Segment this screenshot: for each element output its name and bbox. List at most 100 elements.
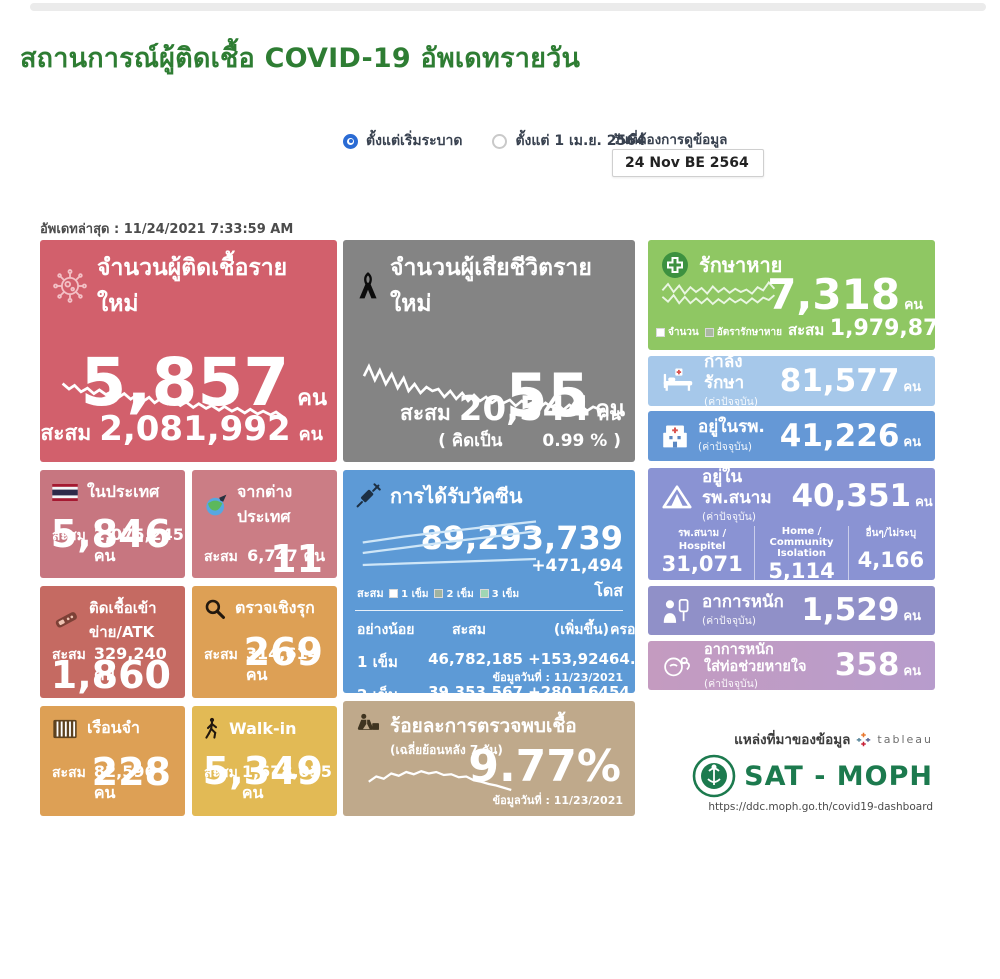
card-proactive-title: ตรวจเชิงรุก bbox=[235, 598, 315, 617]
proactive-value: 269 bbox=[243, 630, 323, 674]
field-sub-home-isolation: Home / Community Isolation 5,114 bbox=[768, 526, 835, 580]
field-sub-other: อื่นๆ/ไม่ระบุ 4,166 bbox=[857, 528, 925, 572]
card-prison: เรือนจำ 228 สะสม 82,596 คน bbox=[40, 706, 185, 816]
recovered-cum-value: 1,979,871 bbox=[829, 316, 935, 341]
proactive-cum-label: สะสม bbox=[204, 647, 238, 663]
domestic-cum-label: สะสม bbox=[52, 528, 86, 544]
positive-rate-sparkline bbox=[368, 770, 512, 792]
legend-dose3-swatch bbox=[479, 589, 489, 598]
severe-value: 1,529 bbox=[801, 592, 900, 628]
card-domestic-title: ในประเทศ bbox=[87, 482, 160, 501]
death-rate-value: 0.99 % ) bbox=[542, 431, 621, 451]
recovered-unit: คน bbox=[904, 297, 923, 313]
radio-since-start[interactable] bbox=[343, 133, 358, 149]
vaccine-asof: ข้อมูลวันที่ : 11/23/2021 bbox=[492, 671, 623, 684]
ventilator-unit: คน bbox=[903, 664, 921, 679]
radio-since-start-label[interactable]: ตั้งแต่เริ่มระบาด bbox=[366, 133, 463, 149]
new-deaths-cum-label: สะสม bbox=[400, 401, 451, 425]
card-severe-subtitle: (ค่าปัจจุบัน) bbox=[702, 615, 756, 628]
walkin-cum-value: 1,678,035 คน bbox=[241, 762, 332, 802]
field-sub-divider-1 bbox=[754, 526, 756, 580]
tableau-wordmark: tableau bbox=[877, 732, 933, 746]
new-cases-unit: คน bbox=[297, 386, 327, 411]
in-hospital-unit: คน bbox=[903, 434, 921, 450]
top-divider-bar bbox=[30, 3, 986, 11]
last-updated-text: อัพเดทล่าสุด : 11/24/2021 7:33:59 AM bbox=[40, 222, 294, 237]
hospital-building-icon bbox=[662, 423, 688, 449]
walkin-value: 5,349 bbox=[202, 749, 323, 793]
vax-row2-delta: +280,164 bbox=[528, 683, 609, 693]
abroad-cum-label: สะสม bbox=[204, 549, 238, 565]
new-cases-sparkline bbox=[61, 382, 284, 418]
tent-icon bbox=[662, 484, 692, 509]
card-field-hospital-subtitle: (ค่าปัจจุบัน) bbox=[702, 511, 756, 524]
positive-rate-value: 9.77% bbox=[468, 741, 621, 792]
card-ventilator: อาการหนัก ใส่ท่อช่วยหายใจ (ค่าปัจจุบัน) … bbox=[648, 641, 935, 690]
vax-row1-delta: +153,924 bbox=[528, 650, 609, 668]
syringe-icon bbox=[355, 483, 381, 509]
card-treating: กำลังรักษา (ค่าปัจจุบัน) 81,577 คน bbox=[648, 356, 935, 406]
abroad-cum-value: 6,747 คน bbox=[247, 546, 325, 565]
vaccine-delta: +471,494 bbox=[531, 556, 623, 576]
walking-person-icon bbox=[204, 716, 220, 740]
card-abroad-title: จากต่างประเทศ bbox=[237, 482, 293, 526]
card-ventilator-title2: ใส่ท่อช่วยหายใจ bbox=[704, 658, 807, 675]
new-deaths-value: 55 bbox=[505, 361, 590, 431]
card-new-deaths-title: จำนวนผู้เสียชีวิตรายใหม่ bbox=[390, 255, 592, 317]
vax-header-cum: สะสม bbox=[452, 622, 486, 638]
vax-row1-cum: 46,782,185 bbox=[428, 650, 523, 668]
card-positive-rate-title: ร้อยละการตรวจพบเชื้อ bbox=[390, 715, 577, 737]
new-cases-value: 5,857 bbox=[80, 344, 290, 421]
moph-org-name: SAT - MOPH bbox=[744, 760, 933, 792]
legend-rate-swatch bbox=[704, 327, 714, 337]
thai-flag-icon bbox=[52, 484, 78, 501]
field-hospital-value: 40,351 bbox=[791, 477, 912, 514]
radio-since-april[interactable] bbox=[492, 133, 508, 149]
vax-row2-dose: 2 เข็ม bbox=[357, 683, 415, 693]
field-hospital-unit: คน bbox=[915, 494, 933, 510]
source-url-link[interactable]: https://ddc.moph.go.th/covid19-dashboard bbox=[708, 801, 933, 813]
hospital-bed-icon bbox=[662, 368, 694, 394]
date-picker-input[interactable] bbox=[612, 149, 764, 177]
medical-cross-icon bbox=[660, 250, 690, 280]
card-vaccine: การได้รับวัคซีน 89,293,739 +471,494 สะสม… bbox=[343, 470, 635, 693]
radio-since-april-label[interactable]: ตั้งแต่ 1 เม.ย. 2564 bbox=[515, 133, 646, 149]
card-field-hospital: อยู่ในรพ.สนาม (ค่าปัจจุบัน) 40,351 คน รพ.… bbox=[648, 468, 935, 580]
atk-test-icon bbox=[52, 609, 80, 631]
atk-cum-value: 329,240 คน bbox=[93, 644, 167, 684]
new-deaths-cum-unit: คน bbox=[598, 405, 621, 425]
card-severe: อาการหนัก (ค่าปัจจุบัน) 1,529 คน bbox=[648, 586, 935, 635]
radio-since-april-wrap[interactable]: ตั้งแต่ 1 เม.ย. 2564 bbox=[492, 130, 646, 152]
vax-row1-dose: 1 เข็ม bbox=[357, 653, 398, 671]
abroad-value: 11 bbox=[270, 537, 323, 578]
new-deaths-unit: คน bbox=[595, 397, 625, 422]
recovered-legend: จำนวน อัตรารักษาหาย bbox=[656, 320, 788, 340]
card-severe-title: อาการหนัก bbox=[702, 591, 784, 612]
vax-row2-cum: 39,353,567 bbox=[428, 683, 523, 693]
card-atk-title: ติดเชื้อเข้าข่าย/ATK bbox=[89, 599, 157, 641]
source-block: แหล่งที่มาของข้อมูล tableau SAT - MOPH h… bbox=[648, 728, 935, 813]
positive-rate-asof: ข้อมูลวันที่ : 11/23/2021 bbox=[492, 794, 623, 807]
card-domestic: ในประเทศ 5,846 สะสม 2,075,245 คน bbox=[40, 470, 185, 578]
card-vaccine-title: การได้รับวัคซีน bbox=[390, 484, 523, 508]
atk-value: 1,860 bbox=[50, 653, 171, 697]
new-cases-cum-value: 2,081,992 bbox=[99, 409, 291, 449]
proactive-cum-value: 314,614 คน bbox=[245, 644, 319, 684]
card-in-hospital: อยู่ในรพ. (ค่าปัจจุบัน) 41,226 คน bbox=[648, 411, 935, 461]
domestic-cum-value: 2,075,245 คน bbox=[93, 525, 184, 565]
vax-header-coverage: ครอบคลุม bbox=[610, 622, 635, 638]
patient-icon bbox=[662, 598, 692, 623]
treating-unit: คน bbox=[903, 379, 921, 395]
ventilator-icon bbox=[662, 653, 694, 679]
new-deaths-sparkline bbox=[362, 363, 602, 413]
card-field-hospital-title: อยู่ในรพ.สนาม bbox=[702, 468, 772, 508]
tableau-logo-icon bbox=[856, 732, 871, 747]
card-abroad: จากต่างประเทศ 11 สะสม 6,747 คน bbox=[192, 470, 337, 578]
card-prison-title: เรือนจำ bbox=[87, 718, 140, 737]
card-new-cases: จำนวนผู้ติดเชื้อรายใหม่ 5,857 คน สะสม 2,0… bbox=[40, 240, 337, 462]
severe-unit: คน bbox=[903, 609, 921, 624]
ventilator-value: 358 bbox=[834, 647, 900, 683]
lab-test-icon bbox=[355, 713, 381, 735]
prison-value: 228 bbox=[91, 750, 171, 794]
date-range-radio-group: ตั้งแต่เริ่มระบาด ตั้งแต่ 1 เม.ย. 2564 bbox=[343, 130, 646, 152]
